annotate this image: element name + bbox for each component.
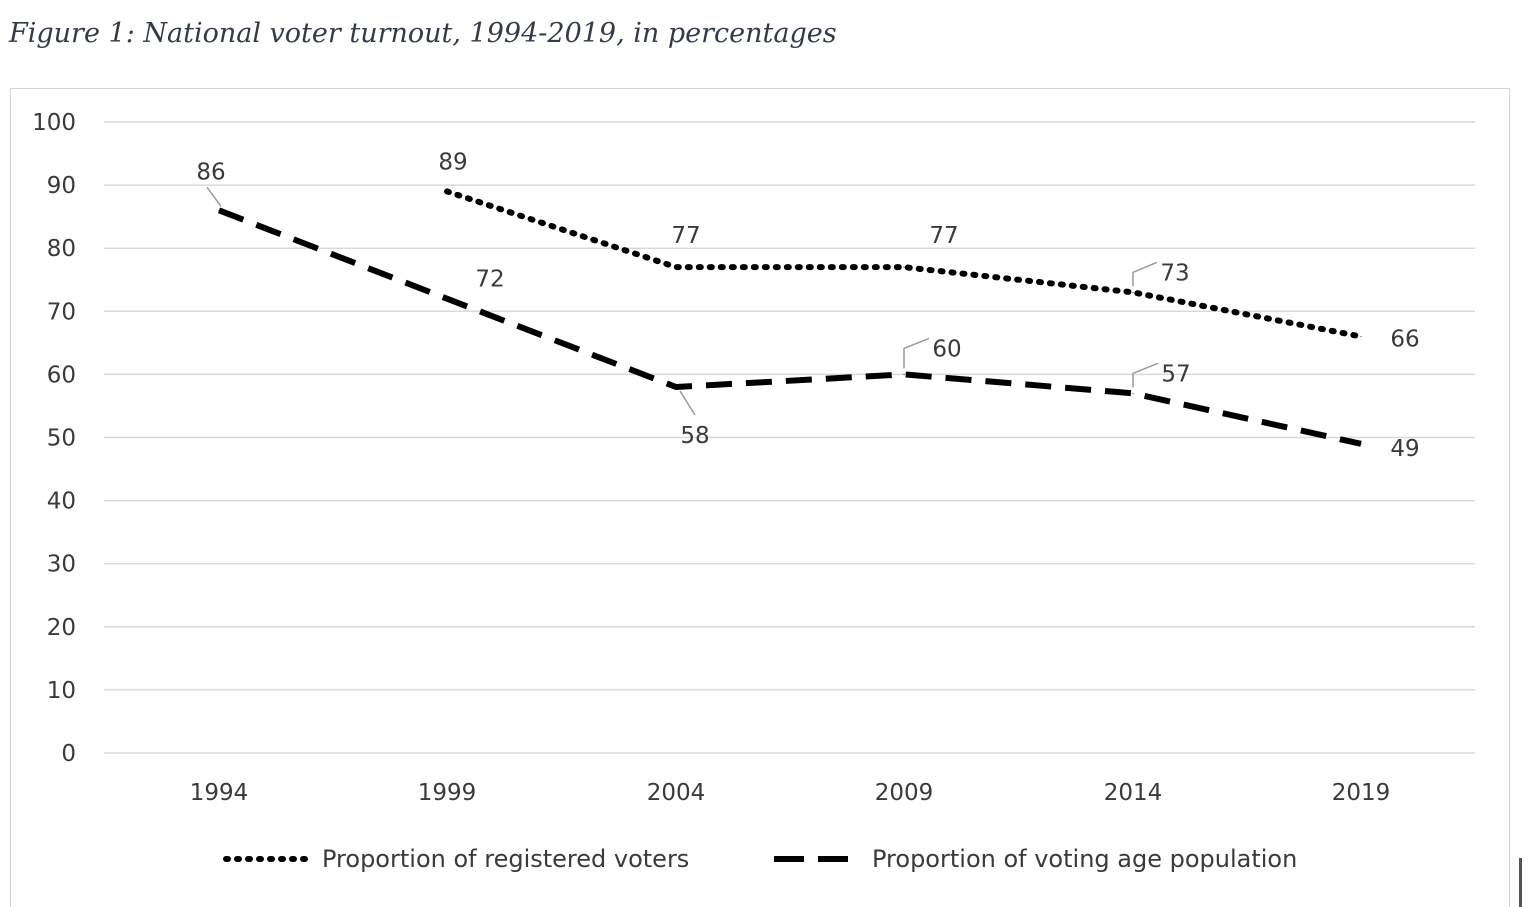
data-label-voting-age-2009: 60 — [932, 336, 961, 362]
data-point-0-2009 — [903, 266, 905, 268]
leader-line-1-2004 — [679, 390, 696, 416]
y-tick-label-100: 100 — [32, 110, 76, 136]
leader-line-1-2014 — [1132, 362, 1159, 388]
y-tick-label-0: 0 — [61, 741, 76, 767]
series-line-voting-age-population — [217, 207, 1362, 447]
data-label-registered-2004: 77 — [671, 223, 700, 249]
data-point-0-2019 — [1360, 336, 1362, 338]
data-label-voting-age-1994: 86 — [196, 159, 225, 185]
data-point-0-2004 — [675, 266, 677, 268]
y-tick-label-40: 40 — [47, 489, 76, 515]
series-line-registered-voters — [444, 188, 1364, 340]
x-tick-label-1999: 1999 — [418, 780, 477, 806]
data-point-1-1994 — [218, 209, 220, 211]
x-tick-label-2014: 2014 — [1104, 780, 1163, 806]
data-point-0-1999 — [446, 190, 448, 192]
data-label-voting-age-2019: 49 — [1390, 436, 1419, 462]
leader-line-0-2014 — [1132, 261, 1158, 287]
x-tick-label-2009: 2009 — [875, 780, 934, 806]
y-tick-label-90: 90 — [47, 173, 76, 199]
data-label-registered-2014: 73 — [1160, 260, 1189, 286]
y-tick-label-30: 30 — [47, 552, 76, 578]
data-point-1-2014 — [1132, 392, 1134, 394]
data-label-registered-2019: 66 — [1390, 327, 1419, 353]
data-point-1-1999 — [446, 298, 448, 300]
data-point-1-2019 — [1360, 443, 1362, 445]
y-tick-label-80: 80 — [47, 236, 76, 262]
legend-label-voting-age-population: Proportion of voting age population — [872, 845, 1297, 873]
data-label-voting-age-2014: 57 — [1161, 361, 1190, 387]
y-tick-label-50: 50 — [47, 426, 76, 452]
x-tick-label-1994: 1994 — [190, 780, 249, 806]
data-label-voting-age-1999: 72 — [475, 267, 504, 293]
data-label-registered-1999: 89 — [438, 149, 467, 175]
leader-line-1-1994 — [206, 186, 222, 207]
x-tick-label-2019: 2019 — [1332, 780, 1391, 806]
x-tick-label-2004: 2004 — [647, 780, 706, 806]
data-label-voting-age-2004: 58 — [680, 423, 709, 449]
data-label-registered-2009: 77 — [929, 223, 958, 249]
scrollbar-edge — [1519, 858, 1522, 907]
data-point-0-2014 — [1132, 291, 1134, 293]
leader-line-1-2009 — [903, 337, 930, 369]
y-tick-label-70: 70 — [47, 299, 76, 325]
y-tick-label-60: 60 — [47, 362, 76, 388]
data-point-1-2004 — [675, 386, 677, 388]
data-point-1-2009 — [903, 373, 905, 375]
y-tick-label-10: 10 — [47, 678, 76, 704]
legend-label-registered-voters: Proportion of registered voters — [322, 845, 689, 873]
y-tick-label-20: 20 — [47, 615, 76, 641]
figure-title: Figure 1: National voter turnout, 1994-2… — [9, 18, 837, 49]
